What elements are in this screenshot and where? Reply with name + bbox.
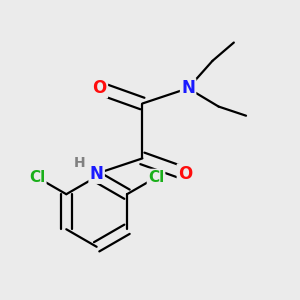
Text: N: N — [181, 79, 195, 97]
Text: O: O — [93, 79, 107, 97]
Text: H: H — [74, 156, 86, 170]
Text: Cl: Cl — [148, 170, 164, 185]
Text: O: O — [178, 165, 192, 183]
Text: Cl: Cl — [29, 170, 45, 185]
Text: N: N — [90, 165, 104, 183]
